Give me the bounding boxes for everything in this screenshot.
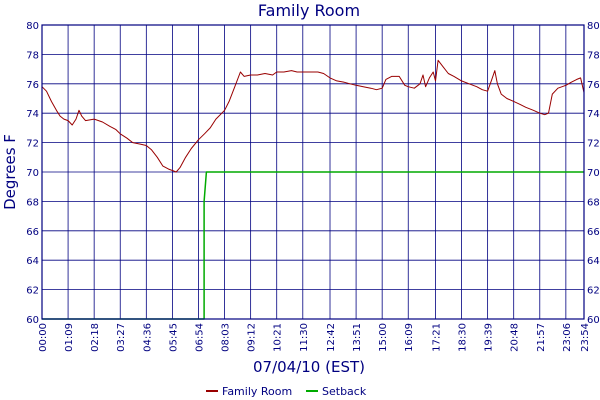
legend-label-setback: Setback	[322, 385, 367, 398]
y-tick-label-left: 60	[26, 315, 39, 326]
y-tick-label-right: 68	[587, 197, 600, 208]
x-tick-label: 03:27	[116, 323, 127, 352]
y-tick-label-right: 66	[587, 227, 600, 238]
x-tick-label: 13:51	[352, 323, 363, 352]
x-tick-label: 23:06	[562, 323, 573, 352]
x-tick-label: 00:00	[38, 323, 49, 352]
x-tick-label: 05:45	[168, 323, 179, 352]
y-tick-label-left: 72	[26, 139, 39, 150]
x-axis: 00:00 01:09 02:18 03:27 04:36 05:45 06:54 08:03…	[38, 323, 591, 352]
y-tick-label-right: 64	[587, 256, 600, 267]
x-tick-label: 06:54	[194, 323, 205, 352]
x-tick-label: 11:30	[299, 323, 310, 352]
y-tick-label-right: 70	[587, 168, 600, 179]
y-tick-label-left: 80	[26, 21, 39, 32]
y-tick-label-left: 68	[26, 197, 39, 208]
y-tick-label-left: 66	[26, 227, 39, 238]
y-tick-label-right: 74	[587, 109, 600, 120]
y-tick-label-right: 80	[587, 21, 600, 32]
y-tick-label-left: 62	[26, 286, 39, 297]
x-tick-label: 02:18	[90, 323, 101, 352]
series-line-family-room	[41, 59, 585, 173]
x-tick-label: 15:00	[378, 323, 389, 352]
y-tick-label-left: 74	[26, 109, 39, 120]
y-axis-left: 60 62 64 66 68 70 72 74 76 78 80	[26, 21, 39, 326]
legend-label-family-room: Family Room	[222, 385, 292, 398]
x-tick-label: 20:48	[510, 323, 521, 352]
y-tick-label-right: 76	[587, 80, 600, 91]
x-tick-label: 18:30	[458, 323, 469, 352]
x-tick-label: 21:57	[536, 323, 547, 352]
x-tick-label: 17:21	[431, 323, 442, 352]
x-tick-label: 12:42	[326, 323, 337, 352]
x-axis-title: 07/04/10 (EST)	[253, 358, 365, 376]
x-tick-label: 04:36	[142, 323, 153, 352]
x-tick-label: 08:03	[221, 323, 232, 352]
y-tick-label-left: 76	[26, 80, 39, 91]
x-tick-label: 10:21	[273, 323, 284, 352]
y-axis-right: 60 62 64 66 68 70 72 74 76 78 80	[587, 21, 600, 326]
y-tick-label-right: 72	[587, 139, 600, 150]
y-tick-label-right: 62	[587, 286, 600, 297]
y-tick-label-left: 70	[26, 168, 39, 179]
plot-frame	[41, 24, 585, 320]
x-tick-label: 09:12	[247, 323, 258, 352]
x-tick-label: 19:39	[484, 323, 495, 352]
x-tick-label: 23:54	[580, 323, 591, 352]
y-tick-label-left: 64	[26, 256, 39, 267]
x-tick-label: 01:09	[64, 323, 75, 352]
x-tick-label: 16:09	[404, 323, 415, 352]
y-axis-title: Degrees F	[1, 134, 19, 210]
y-tick-label-left: 78	[26, 50, 39, 61]
y-tick-label-right: 78	[587, 50, 600, 61]
legend: Family Room Setback	[206, 385, 367, 398]
y-tick-label-right: 60	[587, 315, 600, 326]
chart-title: Family Room	[258, 1, 360, 20]
